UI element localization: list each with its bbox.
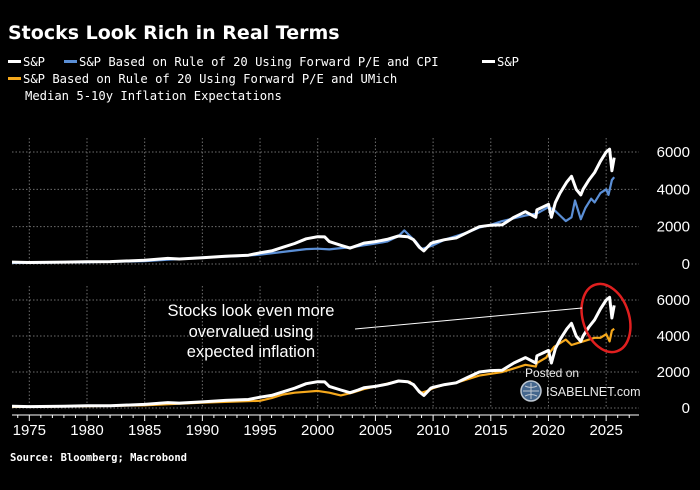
bottom-panel-grid: 0 2000 4000 6000 xyxy=(12,286,690,417)
legend-item-umich: S&P Based on Rule of 20 Using Forward P/… xyxy=(8,71,397,88)
legend-label: S&P xyxy=(497,55,520,69)
legend-label: S&P Based on Rule of 20 Using Forward P/… xyxy=(79,55,439,69)
watermark-line-2: ISABELNET.com xyxy=(546,385,640,399)
legend-label: S&P Based on Rule of 20 Using Forward P/… xyxy=(23,72,398,86)
legend-row-2: S&P Based on Rule of 20 Using Forward P/… xyxy=(8,71,688,88)
y-tick-label: 6000 xyxy=(657,144,690,161)
legend-item-cpi: S&P Based on Rule of 20 Using Forward P/… xyxy=(64,54,439,71)
x-tick-label: 2025 xyxy=(589,422,622,439)
series-line-top-1 xyxy=(11,176,616,264)
x-tick-label: 2000 xyxy=(301,422,334,439)
legend-swatch xyxy=(64,60,77,63)
y-tick-label: 2000 xyxy=(657,364,690,381)
chart-title: Stocks Look Rich in Real Terms xyxy=(8,22,340,44)
series-line-top-0 xyxy=(11,147,616,264)
y-tick-label: 0 xyxy=(682,256,690,273)
legend-item-sp-bottom: S&P xyxy=(482,54,519,71)
top-panel-grid: 0 2000 4000 6000 xyxy=(12,138,690,273)
legend-swatch xyxy=(8,60,21,63)
legend-label: S&P xyxy=(23,55,46,69)
annotation-line-2: overvalued using xyxy=(189,323,314,341)
x-tick-label: 1995 xyxy=(243,422,276,439)
watermark-line-1: Posted on xyxy=(525,366,579,380)
x-tick-label: 2020 xyxy=(532,422,565,439)
legend-item-sp-top: S&P xyxy=(8,54,45,71)
x-tick-label: 2005 xyxy=(359,422,392,439)
source-note: Source: Bloomberg; Macrobond xyxy=(10,452,188,464)
globe-icon-lines xyxy=(523,383,539,399)
x-tick-label: 1990 xyxy=(186,422,219,439)
legend-swatch xyxy=(482,60,495,63)
legend-row-3: Median 5-10y Inflation Expectations xyxy=(8,88,688,105)
y-tick-label: 4000 xyxy=(657,328,690,345)
x-axis: 1975 1980 1985 1990 1995 2000 2005 2010 2015 2020… xyxy=(12,414,639,439)
y-tick-label: 4000 xyxy=(657,181,690,198)
x-tick-label: 2010 xyxy=(416,422,449,439)
y-tick-label: 2000 xyxy=(657,219,690,236)
y-tick-label: 6000 xyxy=(657,292,690,309)
x-tick-label: 1985 xyxy=(128,422,161,439)
series-line-bottom-0 xyxy=(11,295,616,409)
annotation-pointer-line xyxy=(354,307,583,330)
annotation-line-1: Stocks look even more xyxy=(168,302,335,320)
y-tick-label: 0 xyxy=(682,400,690,417)
legend-swatch xyxy=(8,77,21,80)
x-tick-label: 1980 xyxy=(70,422,103,439)
legend: S&P S&P Based on Rule of 20 Using Forwar… xyxy=(8,54,688,105)
watermark: Posted on ISABELNET.com xyxy=(520,366,640,402)
x-tick-label: 1975 xyxy=(13,422,46,439)
legend-row-1: S&P S&P Based on Rule of 20 Using Forwar… xyxy=(8,54,688,71)
annotation-line-3: expected inflation xyxy=(187,343,315,361)
x-tick-label: 2015 xyxy=(474,422,507,439)
highlight-circle xyxy=(580,282,632,354)
series-group xyxy=(11,147,616,409)
legend-label-umich-cont: Median 5-10y Inflation Expectations xyxy=(25,89,282,103)
